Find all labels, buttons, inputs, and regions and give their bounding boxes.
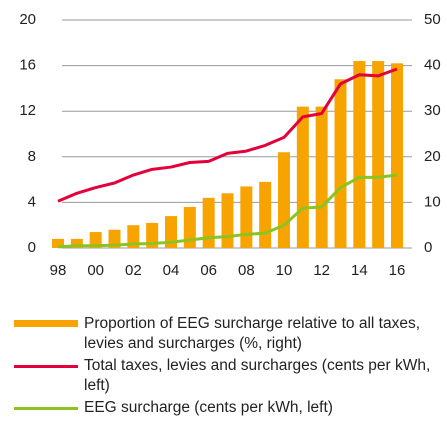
y2-tick-label: 20 <box>424 148 441 165</box>
legend-swatch <box>14 320 78 327</box>
x-tick-label: 16 <box>389 262 406 279</box>
legend-swatch <box>14 407 78 410</box>
legend-item: EEG surcharge (cents per kWh, left) <box>14 398 434 418</box>
line <box>57 173 398 249</box>
y-tick-label: 20 <box>19 11 36 28</box>
bar <box>183 206 196 248</box>
bar <box>278 152 290 248</box>
y2-tick-label: 50 <box>424 11 441 28</box>
bar <box>334 79 347 248</box>
x-tick-label: 14 <box>351 262 368 279</box>
legend-label: Proportion of EEG surcharge relative to … <box>84 315 420 352</box>
y2-tick-label: 40 <box>424 57 441 74</box>
bar <box>221 193 234 248</box>
bar <box>202 197 215 248</box>
legend-label: Total taxes, levies and surcharges (cent… <box>84 357 431 394</box>
x-tick-label: 06 <box>200 262 217 279</box>
bar <box>52 238 64 248</box>
y-tick-label: 12 <box>19 102 36 119</box>
x-tick-label: 08 <box>238 262 255 279</box>
y-tick-label: 4 <box>28 193 36 210</box>
legend-item: Total taxes, levies and surcharges (cent… <box>14 356 434 396</box>
y-tick-label: 8 <box>28 148 36 165</box>
x-tick-label: 10 <box>276 262 293 279</box>
y2-tick-label: 10 <box>424 193 441 210</box>
bar <box>296 106 309 248</box>
x-tick-label: 00 <box>87 262 104 279</box>
bar <box>240 186 253 248</box>
y-tick-label: 16 <box>19 57 36 74</box>
bar <box>391 63 403 248</box>
bar <box>70 238 83 248</box>
legend-swatch <box>14 365 78 368</box>
bar <box>108 229 121 248</box>
line <box>57 67 398 203</box>
x-tick-label: 98 <box>50 262 67 279</box>
bar <box>127 225 140 248</box>
bar <box>146 222 159 248</box>
x-tick-label: 12 <box>313 262 330 279</box>
bar <box>353 61 366 248</box>
y2-tick-label: 30 <box>424 102 441 119</box>
y2-tick-label: 0 <box>424 239 432 256</box>
x-tick-label: 02 <box>125 262 142 279</box>
bar <box>89 232 102 248</box>
y-tick-label: 0 <box>28 239 36 256</box>
legend-item: Proportion of EEG surcharge relative to … <box>14 314 434 354</box>
bar <box>165 216 177 248</box>
legend-label: EEG surcharge (cents per kWh, left) <box>84 399 333 416</box>
bar <box>315 106 328 248</box>
x-tick-label: 04 <box>163 262 180 279</box>
bar <box>259 181 272 248</box>
bar <box>372 61 385 248</box>
